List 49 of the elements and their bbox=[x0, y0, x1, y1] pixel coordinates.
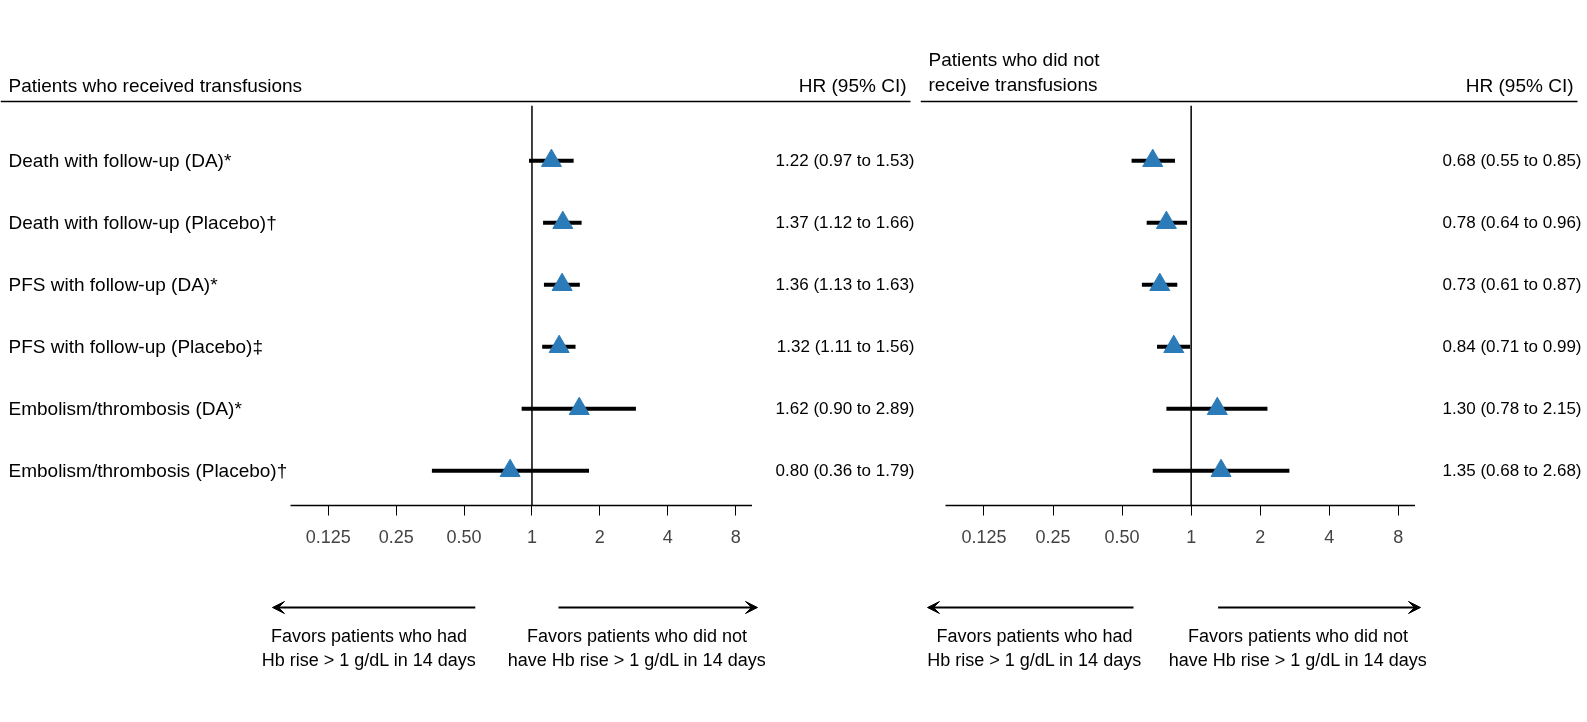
data-label: 1.62 (0.90 to 2.89) bbox=[775, 399, 915, 419]
chart-title: Patients who received transfusions bbox=[8, 74, 303, 96]
point bbox=[552, 210, 574, 229]
data-label: 1.32 (1.11 to 1.56) bbox=[776, 337, 915, 357]
chart-title: Patients who did not receive transfusions bbox=[928, 49, 1101, 96]
x-tick-label: 1 bbox=[526, 526, 537, 547]
y-tick-label: PFS with follow-up (DA)* bbox=[8, 274, 219, 296]
data-label: 0.78 (0.64 to 0.96) bbox=[1442, 213, 1582, 233]
data-label: 0.84 (0.71 to 0.99) bbox=[1442, 337, 1582, 357]
data-label: 1.22 (0.97 to 1.53) bbox=[775, 151, 915, 171]
point bbox=[1149, 272, 1171, 291]
x-tick-label: 0.50 bbox=[446, 526, 482, 547]
x-tick-label: 0.125 bbox=[305, 526, 351, 547]
x-tick-label: 0.25 bbox=[1035, 526, 1071, 547]
y-tick-label: Death with follow-up (Placebo)† bbox=[8, 212, 277, 234]
data-label: 1.36 (1.13 to 1.63) bbox=[775, 275, 915, 295]
x-tick-label: 8 bbox=[730, 526, 741, 547]
x-tick-label: 2 bbox=[1255, 526, 1266, 547]
x-tick-label: 0.50 bbox=[1104, 526, 1140, 547]
x-tick-label: 1 bbox=[1186, 526, 1197, 547]
point bbox=[1210, 458, 1232, 478]
text: Favors patients who did not have Hb rise > 1 g/dL in 14 days bbox=[507, 625, 766, 670]
x-tick-label: 8 bbox=[1393, 526, 1404, 547]
data-label: 0.73 (0.61 to 0.87) bbox=[1442, 275, 1582, 295]
data-label: 0.80 (0.36 to 1.79) bbox=[775, 461, 915, 481]
y-tick-label: PFS with follow-up (Placebo)‡ bbox=[8, 336, 263, 358]
point bbox=[499, 458, 521, 478]
point bbox=[548, 334, 570, 354]
x-tick-label: 0.25 bbox=[378, 526, 414, 547]
point bbox=[551, 272, 573, 291]
text: HR (95% CI) bbox=[1465, 74, 1574, 96]
y-tick-label: Death with follow-up (DA)* bbox=[8, 150, 232, 172]
y-tick-label: Embolism/thrombosis (DA)* bbox=[8, 398, 243, 420]
text: Favors patients who did not have Hb rise > 1 g/dL in 14 days bbox=[1168, 625, 1427, 670]
data-label: 0.68 (0.55 to 0.85) bbox=[1442, 151, 1582, 171]
point bbox=[540, 148, 562, 167]
x-tick-label: 4 bbox=[662, 526, 673, 547]
text: HR (95% CI) bbox=[798, 74, 907, 96]
data-label: 1.37 (1.12 to 1.66) bbox=[775, 213, 915, 233]
data-label: 1.35 (0.68 to 2.68) bbox=[1442, 461, 1582, 481]
text: Favors patients who had Hb rise > 1 g/dL in 14 days bbox=[261, 625, 476, 670]
x-tick-label: 4 bbox=[1324, 526, 1335, 547]
text: Favors patients who had Hb rise > 1 g/dL in 14 days bbox=[927, 625, 1142, 670]
point bbox=[1155, 210, 1177, 229]
x-tick-label: 2 bbox=[594, 526, 605, 547]
data-label: 1.30 (0.78 to 2.15) bbox=[1442, 399, 1582, 419]
y-tick-label: Embolism/thrombosis (Placebo)† bbox=[8, 460, 288, 482]
point bbox=[1206, 396, 1228, 416]
x-tick-label: 0.125 bbox=[961, 526, 1007, 547]
